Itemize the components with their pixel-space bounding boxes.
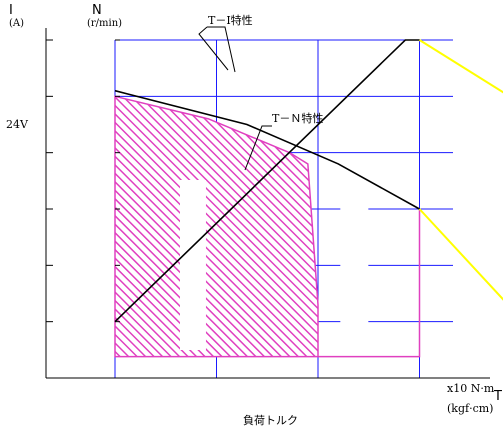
- annotation-tn: T－Ｎ特性: [272, 111, 323, 125]
- annotation-leader-tn: [244, 125, 272, 171]
- region-label-background: [340, 160, 369, 350]
- annotation-ti: T－Ⅰ特性: [208, 13, 253, 27]
- series-line-3: [418, 208, 503, 301]
- short-time-region: [318, 209, 421, 358]
- series-line-2: [114, 89, 420, 210]
- current-axis-symbol: I: [9, 3, 13, 18]
- annotation-leader-ti-2: [198, 26, 229, 71]
- x-axis-label: 負荷トルク: [243, 414, 298, 427]
- x-axis-symbol: T: [493, 389, 502, 404]
- x-axis-unit-top: x10 N·m: [447, 382, 495, 395]
- region-label-background: [179, 180, 206, 350]
- regions: [114, 95, 421, 358]
- x-axis-unit-bottom: (kgf·cm): [447, 402, 493, 415]
- series-lines: [114, 26, 503, 323]
- speed-axis-symbol: N: [92, 3, 102, 18]
- current-axis-unit: (A): [9, 18, 24, 29]
- annotation-leader-ti: [207, 26, 236, 73]
- labels: I (A) N (r/min) 24V x10 N·m (kgf·cm) T 負…: [6, 3, 502, 427]
- speed-axis-unit: (r/min): [87, 18, 122, 29]
- series-line-0: [114, 39, 420, 323]
- axes: [45, 28, 490, 379]
- continuous-region: [114, 95, 319, 358]
- series-line-1: [418, 39, 503, 94]
- voltage-label: 24V: [6, 118, 29, 131]
